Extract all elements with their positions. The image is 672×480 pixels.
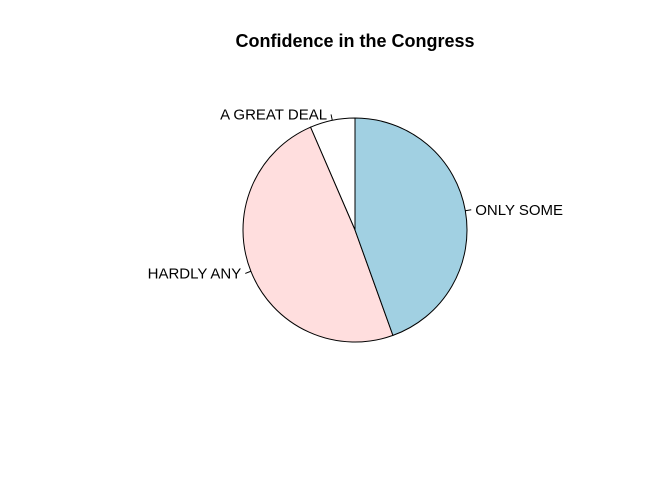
pie-label-a-great-deal: A GREAT DEAL — [220, 107, 327, 124]
pie-labels: A GREAT DEAL HARDLY ANY ONLY SOME — [148, 107, 563, 283]
pie-label-tick — [465, 209, 472, 212]
pie-slices — [242, 117, 468, 343]
pie-label-hardly-any: HARDLY ANY — [148, 266, 242, 283]
pie-label-tick — [245, 270, 252, 274]
pie-label-tick — [330, 114, 333, 121]
chart-title: Confidence in the Congress — [235, 31, 474, 51]
pie-label-only-some: ONLY SOME — [475, 202, 563, 219]
